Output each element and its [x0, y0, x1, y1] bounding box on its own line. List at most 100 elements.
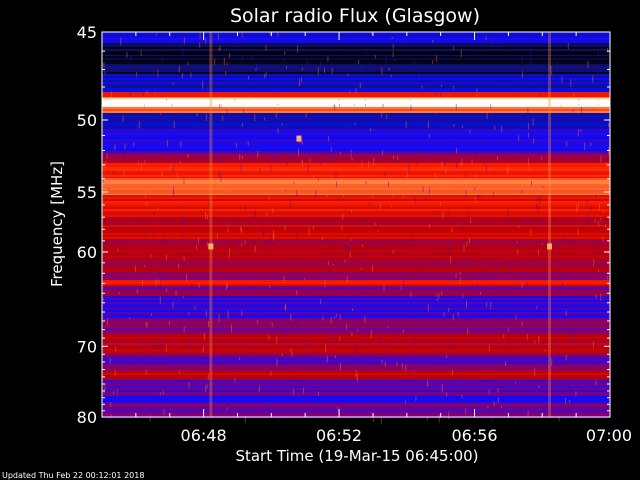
heatmap-speckle	[344, 259, 346, 263]
heatmap-row	[102, 373, 610, 375]
heatmap-speckle	[332, 105, 334, 111]
heatmap-speckle	[329, 269, 331, 274]
heatmap-speckle	[375, 55, 377, 59]
heatmap-speckle	[140, 134, 142, 138]
heatmap-speckle	[206, 242, 208, 247]
heatmap-speckle	[171, 100, 173, 109]
heatmap-row	[102, 237, 610, 239]
heatmap-speckle	[198, 126, 200, 132]
heatmap-speckle	[539, 196, 541, 204]
heatmap-speckle	[373, 414, 375, 423]
heatmap-row	[102, 343, 610, 345]
heatmap-speckle	[248, 95, 250, 100]
heatmap-speckle	[603, 230, 605, 233]
heatmap-speckle	[272, 207, 274, 214]
heatmap-speckle	[157, 312, 159, 318]
heatmap-speckle	[339, 314, 341, 320]
heatmap-speckle	[180, 42, 182, 50]
heatmap-speckle	[183, 256, 185, 261]
heatmap-speckle	[423, 119, 425, 126]
heatmap-speckle	[234, 97, 236, 103]
heatmap-speckle	[126, 42, 128, 47]
heatmap-speckle	[117, 243, 119, 250]
heatmap-speckle	[432, 39, 434, 43]
heatmap-row	[102, 268, 610, 270]
heatmap-speckle	[370, 128, 372, 132]
y-tick-label: 70	[77, 337, 97, 356]
heatmap-speckle	[605, 161, 607, 167]
heatmap-speckle	[391, 204, 393, 208]
heatmap-speckle	[361, 272, 363, 278]
heatmap-speckle	[483, 258, 485, 262]
heatmap-speckle	[392, 189, 394, 197]
heatmap-speckle	[578, 203, 579, 209]
heatmap-speckle	[436, 294, 438, 298]
heatmap-row	[102, 406, 610, 408]
heatmap-speckle	[221, 321, 223, 328]
heatmap-speckle	[144, 104, 145, 111]
heatmap-speckle	[306, 303, 308, 310]
heatmap-row	[102, 270, 610, 272]
heatmap-speckle	[590, 205, 592, 211]
heatmap-speckle	[301, 77, 302, 83]
heatmap-speckle	[234, 378, 236, 383]
heatmap-speckle	[349, 212, 351, 215]
heatmap-speckle	[385, 55, 387, 64]
heatmap-speckle	[244, 239, 246, 245]
heatmap-row	[102, 388, 610, 390]
heatmap-speckle	[149, 415, 151, 422]
heatmap-speckle	[245, 142, 246, 149]
heatmap-row	[102, 264, 610, 266]
heatmap-speckle	[568, 324, 570, 332]
heatmap-row	[102, 312, 610, 314]
y-tick-label: 55	[77, 183, 97, 202]
heatmap-speckle	[226, 109, 228, 114]
heatmap-speckle	[106, 153, 108, 159]
heatmap-speckle	[159, 272, 161, 275]
heatmap-speckle	[406, 171, 408, 179]
heatmap-row	[102, 371, 610, 373]
heatmap-speckle	[441, 84, 442, 87]
heatmap-speckle	[396, 362, 398, 367]
heatmap-speckle	[303, 387, 305, 394]
heatmap-speckle	[252, 55, 254, 59]
heatmap-row	[102, 125, 610, 127]
y-tick-label: 80	[77, 408, 97, 427]
heatmap-speckle	[426, 295, 428, 301]
heatmap-speckle	[205, 310, 207, 317]
heatmap-row	[102, 167, 610, 169]
heatmap-row	[102, 161, 610, 163]
heatmap-speckle	[359, 82, 361, 89]
heatmap-row	[102, 175, 610, 177]
heatmap-row	[102, 248, 610, 250]
heatmap-row	[102, 78, 610, 80]
heatmap-speckle	[307, 164, 309, 173]
heatmap-speckle	[519, 115, 521, 120]
heatmap-speckle	[583, 386, 585, 392]
heatmap-speckle	[426, 416, 428, 421]
heatmap-speckle	[505, 361, 506, 366]
heatmap-speckle	[339, 310, 341, 319]
heatmap-speckle	[425, 341, 427, 344]
heatmap-row	[102, 107, 610, 109]
heatmap-speckle	[183, 178, 185, 185]
heatmap-speckle	[276, 358, 278, 367]
heatmap-speckle	[459, 277, 461, 284]
heatmap-speckle	[607, 276, 609, 280]
heatmap-speckle	[172, 81, 174, 86]
heatmap-speckle	[137, 49, 139, 53]
heatmap-speckle	[409, 369, 411, 376]
heatmap-speckle	[474, 187, 476, 191]
heatmap-speckle	[320, 299, 322, 305]
heatmap-speckle	[460, 49, 462, 57]
heatmap-speckle	[244, 415, 246, 423]
heatmap-speckle	[377, 229, 379, 232]
heatmap-speckle	[284, 51, 286, 55]
heatmap-speckle	[248, 75, 250, 80]
heatmap-speckle	[317, 178, 319, 182]
heatmap-speckle	[366, 51, 368, 55]
heatmap-speckle	[479, 291, 481, 295]
heatmap-speckle	[537, 205, 539, 213]
heatmap-speckle	[358, 59, 360, 65]
heatmap-speckle	[448, 385, 449, 388]
